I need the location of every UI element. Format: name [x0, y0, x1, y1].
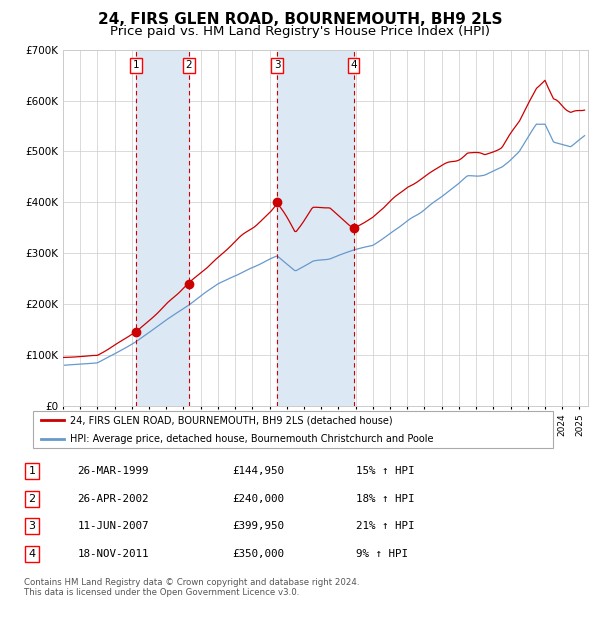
Text: 21% ↑ HPI: 21% ↑ HPI [356, 521, 415, 531]
Text: 18% ↑ HPI: 18% ↑ HPI [356, 494, 415, 503]
Text: HPI: Average price, detached house, Bournemouth Christchurch and Poole: HPI: Average price, detached house, Bour… [70, 435, 433, 445]
Text: Contains HM Land Registry data © Crown copyright and database right 2024.
This d: Contains HM Land Registry data © Crown c… [24, 578, 359, 597]
Text: £144,950: £144,950 [232, 466, 284, 476]
Text: 26-MAR-1999: 26-MAR-1999 [77, 466, 149, 476]
Text: 24, FIRS GLEN ROAD, BOURNEMOUTH, BH9 2LS (detached house): 24, FIRS GLEN ROAD, BOURNEMOUTH, BH9 2LS… [70, 415, 392, 425]
Text: 3: 3 [29, 521, 35, 531]
Bar [277, 50, 353, 406]
Text: 1: 1 [133, 60, 139, 70]
Text: £399,950: £399,950 [232, 521, 284, 531]
Text: 4: 4 [350, 60, 357, 70]
Text: 26-APR-2002: 26-APR-2002 [77, 494, 149, 503]
Text: Price paid vs. HM Land Registry's House Price Index (HPI): Price paid vs. HM Land Registry's House … [110, 25, 490, 38]
Text: 18-NOV-2011: 18-NOV-2011 [77, 549, 149, 559]
Text: 1: 1 [29, 466, 35, 476]
Text: 15% ↑ HPI: 15% ↑ HPI [356, 466, 415, 476]
Text: 24, FIRS GLEN ROAD, BOURNEMOUTH, BH9 2LS: 24, FIRS GLEN ROAD, BOURNEMOUTH, BH9 2LS [98, 12, 502, 27]
Text: 4: 4 [29, 549, 35, 559]
Text: £350,000: £350,000 [232, 549, 284, 559]
Text: £240,000: £240,000 [232, 494, 284, 503]
Text: 3: 3 [274, 60, 280, 70]
Text: 2: 2 [29, 494, 35, 503]
Text: 2: 2 [185, 60, 193, 70]
FancyBboxPatch shape [32, 411, 553, 448]
Bar [136, 50, 189, 406]
Text: 11-JUN-2007: 11-JUN-2007 [77, 521, 149, 531]
Text: 9% ↑ HPI: 9% ↑ HPI [356, 549, 409, 559]
